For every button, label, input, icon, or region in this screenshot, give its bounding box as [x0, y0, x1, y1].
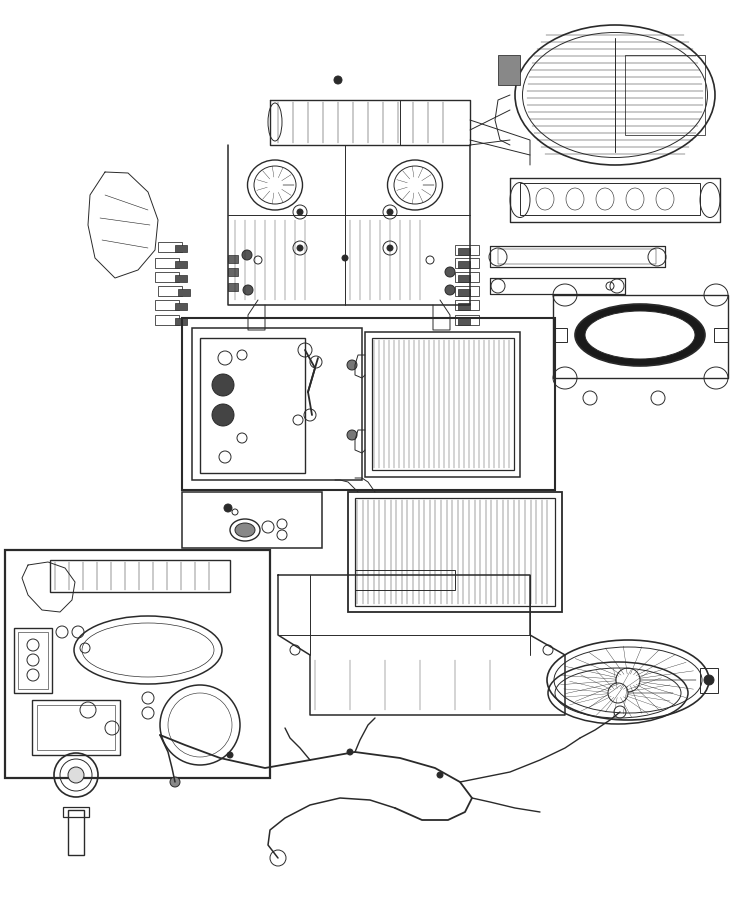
Bar — [355, 570, 455, 590]
Bar — [155, 300, 179, 310]
Circle shape — [347, 430, 357, 440]
Bar — [455, 245, 479, 255]
Circle shape — [297, 209, 303, 215]
Bar — [14, 628, 52, 693]
Bar — [155, 272, 179, 282]
Circle shape — [616, 668, 640, 692]
Circle shape — [243, 285, 253, 295]
Bar — [714, 328, 728, 342]
Bar — [455, 258, 479, 268]
Bar — [228, 283, 238, 291]
Bar — [178, 289, 190, 296]
Circle shape — [347, 360, 357, 370]
Bar — [458, 303, 470, 310]
Bar — [175, 245, 187, 252]
Bar — [182, 318, 555, 490]
Circle shape — [342, 255, 348, 261]
Bar — [18, 632, 48, 689]
Circle shape — [704, 675, 714, 685]
Bar — [158, 286, 182, 296]
Bar — [365, 332, 520, 477]
Bar — [228, 268, 238, 276]
Bar — [455, 272, 479, 282]
Circle shape — [445, 285, 455, 295]
Bar — [458, 275, 470, 282]
Circle shape — [347, 749, 353, 755]
Circle shape — [224, 504, 232, 512]
Bar — [155, 315, 179, 325]
Circle shape — [334, 76, 342, 84]
Bar — [520, 183, 700, 215]
Circle shape — [68, 767, 84, 783]
Bar — [5, 550, 270, 778]
Bar — [700, 668, 718, 693]
Bar — [553, 328, 567, 342]
Bar — [498, 55, 520, 85]
Bar — [182, 492, 322, 548]
Bar — [455, 300, 479, 310]
Circle shape — [445, 267, 455, 277]
Circle shape — [212, 374, 234, 396]
Ellipse shape — [585, 311, 695, 359]
Bar — [175, 318, 187, 325]
Bar — [155, 258, 179, 268]
Bar — [68, 810, 84, 855]
Bar — [455, 286, 479, 296]
Bar — [348, 492, 562, 612]
Bar — [37, 705, 115, 750]
Bar — [158, 242, 182, 252]
Bar — [625, 55, 705, 135]
Bar — [458, 248, 470, 255]
Bar — [175, 303, 187, 310]
Bar — [32, 700, 120, 755]
Bar — [455, 315, 479, 325]
Bar — [175, 275, 187, 282]
Bar — [175, 261, 187, 268]
Bar — [355, 498, 555, 606]
Bar — [50, 560, 230, 592]
Circle shape — [212, 404, 234, 426]
Circle shape — [227, 752, 233, 758]
Ellipse shape — [235, 523, 255, 537]
Bar — [498, 249, 656, 264]
Bar — [192, 328, 362, 480]
Circle shape — [297, 245, 303, 251]
Circle shape — [437, 772, 443, 778]
Bar — [458, 261, 470, 268]
Circle shape — [387, 245, 393, 251]
Bar — [458, 318, 470, 325]
Bar — [458, 289, 470, 296]
Circle shape — [170, 777, 180, 787]
Circle shape — [608, 683, 628, 703]
Circle shape — [387, 209, 393, 215]
Bar — [228, 255, 238, 263]
Bar — [200, 338, 305, 473]
Bar — [372, 338, 514, 470]
Circle shape — [242, 250, 252, 260]
Bar — [63, 807, 89, 817]
Ellipse shape — [575, 304, 705, 366]
